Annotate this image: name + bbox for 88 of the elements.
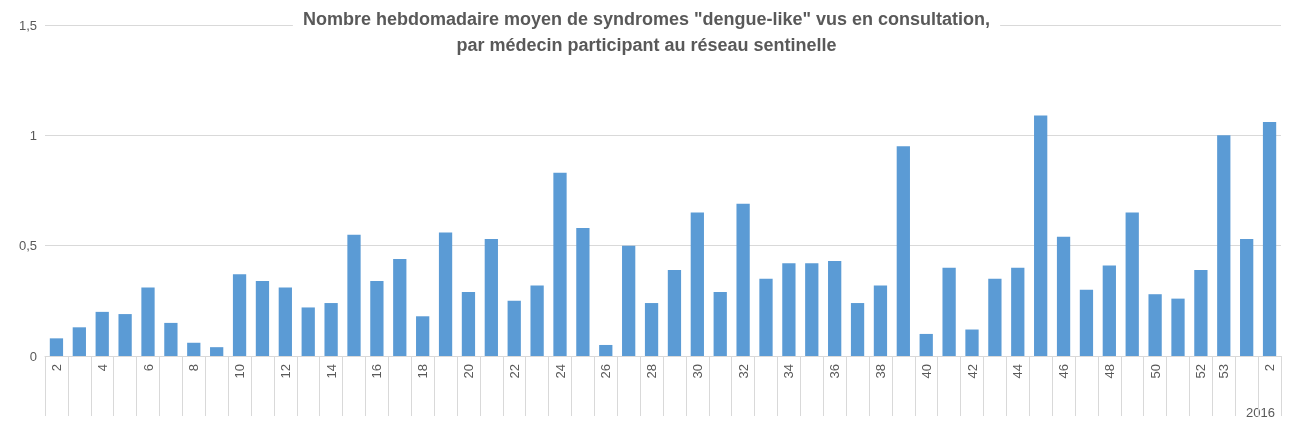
- bar: [530, 285, 544, 356]
- bar: [690, 212, 704, 356]
- x-tick-label: 8: [186, 364, 202, 372]
- bar: [1034, 115, 1048, 356]
- bar: [1148, 294, 1162, 356]
- x-tick-label: 2: [1262, 364, 1278, 372]
- x-tick-label: 24: [552, 364, 568, 379]
- x-tick-label: 48: [1101, 364, 1117, 379]
- x-tick-label: 18: [415, 364, 431, 379]
- bar: [576, 228, 590, 356]
- bar: [141, 287, 155, 356]
- bar: [507, 300, 521, 356]
- x-tick-label: 10: [232, 364, 248, 379]
- bar: [210, 347, 224, 356]
- bar: [622, 245, 636, 356]
- bar: [1194, 269, 1208, 356]
- bar: [736, 203, 750, 356]
- bar: [1102, 265, 1116, 356]
- x-tick-label: 36: [827, 364, 843, 379]
- x-tick-label: 34: [781, 364, 797, 379]
- bar: [72, 327, 86, 356]
- x-tick-label: 53: [1216, 364, 1232, 379]
- x-tick-label: 12: [277, 364, 293, 379]
- x-tick-label: 46: [1056, 364, 1072, 379]
- x-tick-label: 20: [460, 364, 476, 379]
- bar: [187, 342, 201, 356]
- bar: [965, 329, 979, 356]
- bar: [95, 311, 109, 356]
- bar: [416, 316, 430, 356]
- bar: [461, 292, 476, 356]
- bar: [1240, 239, 1254, 356]
- bar: [1056, 236, 1071, 356]
- bar: [873, 285, 888, 356]
- x-tick-label: 52: [1193, 364, 1209, 379]
- bar: [828, 261, 842, 356]
- bar: [919, 333, 933, 356]
- bar: [1217, 135, 1231, 356]
- bar: [278, 287, 292, 356]
- x-tick-label: 30: [689, 364, 705, 379]
- bar: [713, 292, 727, 356]
- y-tick-label: 1: [29, 127, 37, 143]
- x-tick-label: 42: [964, 364, 980, 379]
- bar: [896, 146, 910, 356]
- x-tick-label: 14: [323, 364, 339, 379]
- bar: [1125, 212, 1139, 356]
- bar: [438, 232, 453, 356]
- bar: [370, 280, 384, 356]
- bar: [644, 303, 659, 356]
- x-tick-label: 32: [735, 364, 751, 379]
- bar: [393, 258, 407, 356]
- bar: [118, 314, 132, 356]
- bar: [232, 274, 247, 356]
- x-tick-label: 40: [918, 364, 934, 379]
- bar: [484, 239, 498, 356]
- bar: [988, 278, 1002, 356]
- bar: [301, 307, 315, 356]
- y-tick-label: 1,5: [18, 17, 37, 33]
- x-tick-label: 22: [506, 364, 522, 379]
- x-tick-label: 44: [1010, 364, 1026, 379]
- bar: [164, 322, 178, 356]
- bar: [1262, 122, 1277, 356]
- bar: [667, 269, 682, 356]
- bar: [347, 234, 361, 356]
- x-tick-label: 38: [872, 364, 888, 379]
- bar: [759, 278, 773, 356]
- bar: [599, 344, 613, 356]
- bar: [805, 263, 819, 356]
- bar: [942, 267, 956, 356]
- bar: [1011, 267, 1025, 356]
- bar: [324, 303, 338, 356]
- bar: [49, 338, 64, 356]
- y-tick-label: 0,5: [18, 238, 37, 254]
- chart-title: Nombre hebdomadaire moyen de syndromes "dengue-like" vus en consultation, par médecin participant au réseau sentinelle: [302, 9, 991, 55]
- x-tick-label: 28: [644, 364, 660, 379]
- x-tick-label: 6: [140, 364, 156, 372]
- bar: [782, 263, 796, 356]
- x-tick-label: 2: [48, 364, 64, 372]
- bar: [1079, 289, 1094, 356]
- bar: [553, 172, 567, 356]
- x-tick-label: 50: [1147, 364, 1163, 379]
- bar: [850, 303, 865, 356]
- x-tick-label: 26: [598, 364, 614, 379]
- bar: [255, 280, 270, 356]
- x-tick-label: 16: [369, 364, 385, 379]
- x-tick-label: 4: [94, 364, 110, 372]
- text: 2016: [1246, 405, 1275, 420]
- y-tick-label: 0: [29, 348, 37, 364]
- bar: [1171, 298, 1185, 356]
